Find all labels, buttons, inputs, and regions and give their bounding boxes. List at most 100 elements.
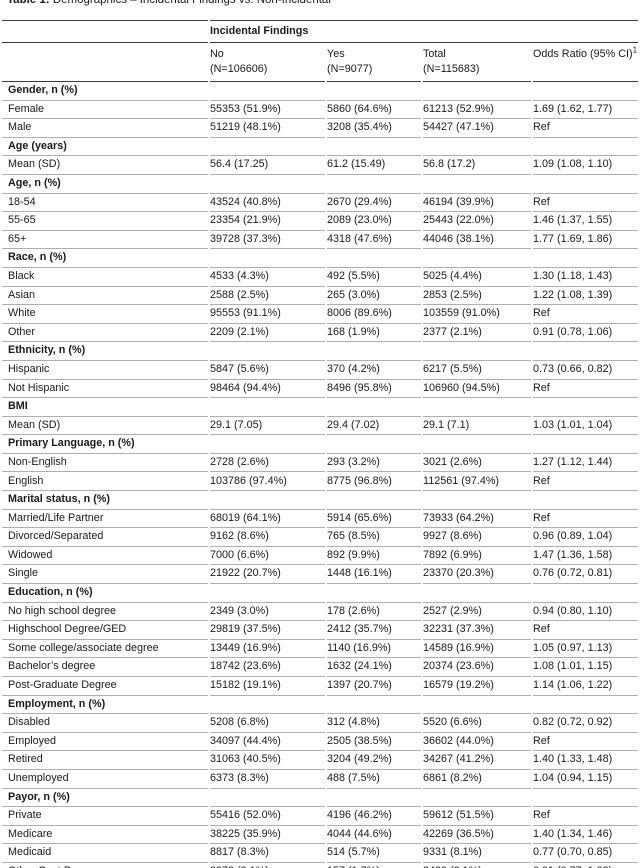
- section-empty-cell: [423, 491, 531, 510]
- table-row: Black 4533 (4.3%) 492 (5.5%) 5025 (4.4%) 1.3…: [2, 268, 638, 287]
- table-row: Married/Life Partner 68019 (64.1%) 5914 (6…: [2, 510, 638, 529]
- section-empty-cell: [533, 175, 638, 194]
- cell-or: 0.91 (0.78, 1.06): [533, 324, 638, 343]
- section-header-label: Age, n (%): [2, 175, 208, 194]
- table-row: Employed 34097 (44.4%) 2505 (38.5%) 36602 (…: [2, 733, 638, 752]
- section-empty-cell: [423, 342, 531, 361]
- table-row: Female 55353 (51.9%) 5860 (64.6%) 61213 (52…: [2, 101, 638, 120]
- cell-or: Ref: [533, 305, 638, 324]
- section-header-row: BMI: [2, 398, 638, 417]
- table-row: Other 2209 (2.1%) 168 (1.9%) 2377 (2.1%) 0.9…: [2, 324, 638, 343]
- table-row: Widowed 7000 (6.6%) 892 (9.9%) 7892 (6.9%) 1…: [2, 547, 638, 566]
- column-header-total-label: Total: [423, 48, 446, 60]
- cell-total: 9927 (8.6%): [423, 528, 531, 547]
- cell-yes: 492 (5.5%): [327, 268, 421, 287]
- cell-or: 0.94 (0.80, 1.10): [533, 603, 638, 622]
- column-header-no: No (N=106606): [210, 43, 325, 82]
- column-header-row: No (N=106606) Yes (N=9077) Total (N=1156…: [2, 43, 638, 82]
- table-row: Divorced/Separated 9162 (8.6%) 765 (8.5%) 9…: [2, 528, 638, 547]
- cell-no: 43524 (40.8%): [210, 194, 325, 213]
- section-header-row: Education, n (%): [2, 584, 638, 603]
- section-empty-cell: [533, 398, 638, 417]
- table-row: Asian 2588 (2.5%) 265 (3.0%) 2853 (2.5%) 1.2…: [2, 287, 638, 306]
- section-header-label: Ethnicity, n (%): [2, 342, 208, 361]
- row-label: Other Govt Programs: [2, 863, 208, 868]
- cell-or: 0.96 (0.89, 1.04): [533, 528, 638, 547]
- cell-no: 55416 (52.0%): [210, 807, 325, 826]
- section-empty-cell: [533, 138, 638, 157]
- section-header-row: Marital status, n (%): [2, 491, 638, 510]
- section-empty-cell: [423, 138, 531, 157]
- cell-yes: 1397 (20.7%): [327, 677, 421, 696]
- cell-or: 0.73 (0.66, 0.82): [533, 361, 638, 380]
- cell-total: 7892 (6.9%): [423, 547, 531, 566]
- cell-total: 3021 (2.6%): [423, 454, 531, 473]
- row-label: Other: [2, 324, 208, 343]
- table-row: Retired 31063 (40.5%) 3204 (49.2%) 34267 (4…: [2, 751, 638, 770]
- row-label: Highschool Degree/GED: [2, 621, 208, 640]
- cell-yes: 892 (9.9%): [327, 547, 421, 566]
- cell-yes: 1140 (16.9%): [327, 640, 421, 659]
- cell-total: 2527 (2.9%): [423, 603, 531, 622]
- cell-total: 6861 (8.2%): [423, 770, 531, 789]
- column-header-total: Total (N=115683): [423, 43, 531, 82]
- cell-or: 1.22 (1.08, 1.39): [533, 287, 638, 306]
- table-row: Single 21922 (20.7%) 1448 (16.1%) 23370 (20…: [2, 565, 638, 585]
- cell-or: Ref: [533, 621, 638, 640]
- cell-total: 29.1 (7.1): [423, 417, 531, 436]
- cell-or: 0.76 (0.72, 0.81): [533, 565, 638, 585]
- cell-total: 2429 (2.1%): [423, 863, 531, 868]
- row-label: Widowed: [2, 547, 208, 566]
- cell-yes: 5914 (65.6%): [327, 510, 421, 529]
- cell-total: 44046 (38.1%): [423, 231, 531, 250]
- cell-yes: 2412 (35.7%): [327, 621, 421, 640]
- table-row: Highschool Degree/GED 29819 (37.5%) 2412 (…: [2, 621, 638, 640]
- cell-no: 15182 (19.1%): [210, 677, 325, 696]
- cell-total: 36602 (44.0%): [423, 733, 531, 752]
- section-empty-cell: [210, 584, 325, 603]
- section-empty-cell: [423, 696, 531, 715]
- table-row: Not Hispanic 98464 (94.4%) 8496 (95.8%) 106…: [2, 380, 638, 399]
- table-row: Unemployed 6373 (8.3%) 488 (7.5%) 6861 (8.2…: [2, 770, 638, 789]
- column-header-no-n: (N=106606): [210, 63, 268, 75]
- cell-no: 5847 (5.6%): [210, 361, 325, 380]
- cell-yes: 265 (3.0%): [327, 287, 421, 306]
- group-header-cell: Incidental Findings: [210, 20, 638, 43]
- cell-total: 54427 (47.1%): [423, 119, 531, 138]
- cell-or: Ref: [533, 510, 638, 529]
- column-header-odds-ratio: Odds Ratio (95% CI)1: [533, 43, 638, 82]
- cell-total: 5025 (4.4%): [423, 268, 531, 287]
- row-label: 65+: [2, 231, 208, 250]
- table-row: 18-54 43524 (40.8%) 2670 (29.4%) 46194 (39.…: [2, 194, 638, 213]
- table-body: Incidental Findings No (N=106606) Yes (N…: [2, 20, 638, 868]
- cell-no: 39728 (37.3%): [210, 231, 325, 250]
- cell-yes: 488 (7.5%): [327, 770, 421, 789]
- section-header-row: Ethnicity, n (%): [2, 342, 638, 361]
- cell-no: 18742 (23.6%): [210, 658, 325, 677]
- cell-yes: 178 (2.6%): [327, 603, 421, 622]
- cell-or: 1.08 (1.01, 1.15): [533, 658, 638, 677]
- cell-total: 106960 (94.5%): [423, 380, 531, 399]
- cell-no: 9162 (8.6%): [210, 528, 325, 547]
- cell-total: 34267 (41.2%): [423, 751, 531, 770]
- empty-header-cell: [2, 43, 208, 82]
- row-label: Mean (SD): [2, 417, 208, 436]
- cell-yes: 4196 (46.2%): [327, 807, 421, 826]
- section-empty-cell: [327, 249, 421, 268]
- cell-or: Ref: [533, 472, 638, 492]
- cell-no: 6373 (8.3%): [210, 770, 325, 789]
- section-header-row: Age, n (%): [2, 175, 638, 194]
- cell-or: 1.04 (0.94, 1.15): [533, 770, 638, 789]
- section-header-label: Payor, n (%): [2, 789, 208, 808]
- section-empty-cell: [327, 584, 421, 603]
- cell-no: 68019 (64.1%): [210, 510, 325, 529]
- cell-yes: 5860 (64.6%): [327, 101, 421, 120]
- cell-total: 20374 (23.6%): [423, 658, 531, 677]
- cell-yes: 2089 (23.0%): [327, 212, 421, 231]
- row-label: Private: [2, 807, 208, 826]
- cell-or: Ref: [533, 194, 638, 213]
- cell-no: 2209 (2.1%): [210, 324, 325, 343]
- section-header-label: Marital status, n (%): [2, 491, 208, 510]
- cell-or: 1.46 (1.37, 1.55): [533, 212, 638, 231]
- table-row: Post-Graduate Degree 15182 (19.1%) 1397 (2…: [2, 677, 638, 696]
